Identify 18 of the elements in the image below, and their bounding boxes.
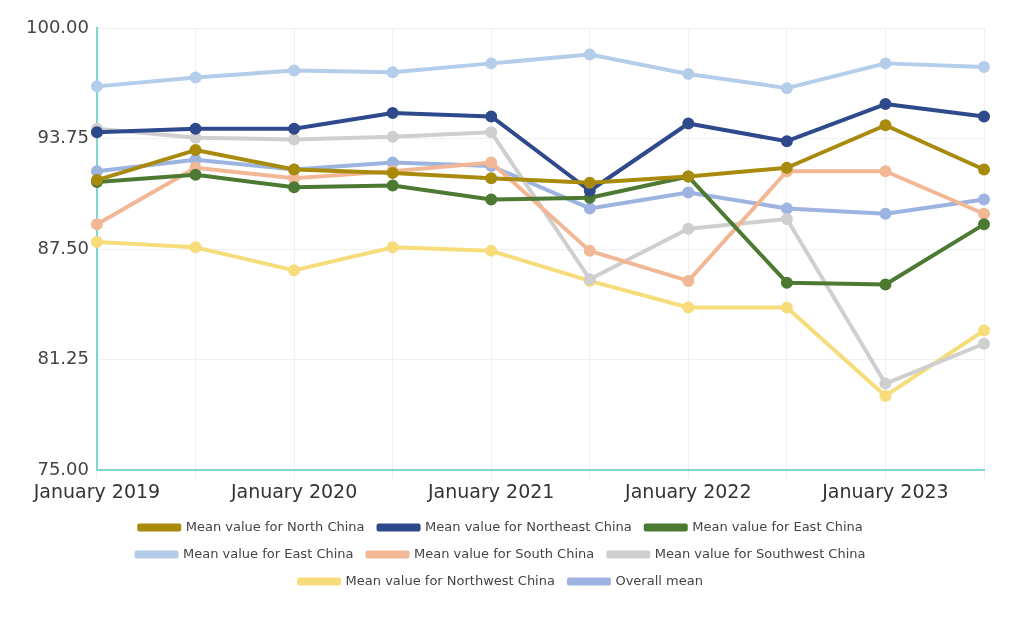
legend-label: Mean value for Northwest China — [345, 572, 555, 588]
legend-label: Mean value for North China — [185, 518, 365, 534]
legend-label: Mean value for Southwest China — [654, 545, 866, 561]
legend-label: Overall mean — [615, 572, 703, 588]
legend-label: Mean value for East China — [692, 518, 863, 534]
x-tick-label: January 2023 — [821, 479, 949, 502]
y-tick-label: 93.75 — [37, 126, 89, 148]
x-tick-label: January 2020 — [229, 479, 358, 502]
x-tick-label: January 2021 — [426, 479, 555, 502]
y-tick-label: 75.00 — [37, 457, 89, 479]
y-tick-label: 87.50 — [37, 236, 89, 258]
y-tick-label: 100.00 — [26, 15, 89, 37]
legend-label: Mean value for East China — [182, 545, 354, 561]
x-tick-label: January 2022 — [624, 479, 752, 502]
legend-label: Mean value for Northeast China — [425, 518, 632, 534]
x-tick-label: January 2019 — [32, 479, 161, 502]
y-tick-label: 81.25 — [37, 347, 89, 369]
legend-label: Mean value for South China — [414, 545, 595, 561]
